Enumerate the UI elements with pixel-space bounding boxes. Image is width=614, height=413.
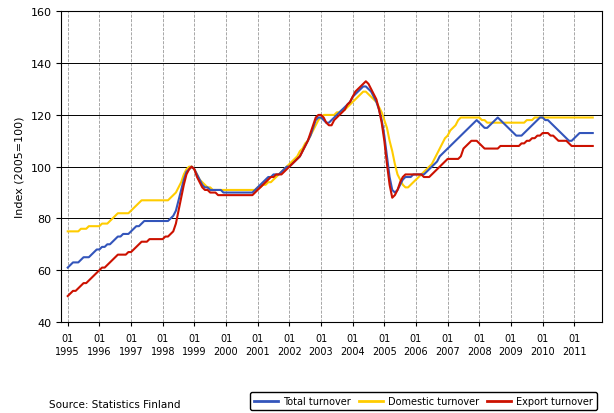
Total turnover (589, 131, 596, 136)
Export turnover (85, 278, 93, 283)
Export turnover (96, 268, 103, 273)
Text: 2003: 2003 (309, 346, 333, 356)
Text: 01: 01 (473, 333, 486, 343)
Text: 2010: 2010 (530, 346, 555, 356)
Total turnover (360, 85, 367, 90)
Domestic turnover (360, 90, 367, 95)
Domestic turnover (85, 224, 93, 229)
Text: 2006: 2006 (403, 346, 429, 356)
Export turnover (547, 134, 554, 139)
Text: 2005: 2005 (372, 346, 397, 356)
Total turnover (64, 266, 71, 271)
Text: 01: 01 (537, 333, 549, 343)
Text: 01: 01 (220, 333, 232, 343)
Text: 01: 01 (315, 333, 327, 343)
Text: 01: 01 (568, 333, 580, 343)
Text: 2004: 2004 (340, 346, 365, 356)
Text: 2008: 2008 (467, 346, 492, 356)
Text: 01: 01 (283, 333, 295, 343)
Total turnover (161, 219, 169, 224)
Text: 2009: 2009 (499, 346, 523, 356)
Total turnover (204, 185, 211, 190)
Total turnover (85, 255, 93, 260)
Export turnover (64, 294, 71, 299)
Export turnover (565, 142, 573, 147)
Export turnover (589, 144, 596, 149)
Domestic turnover (565, 116, 573, 121)
Text: 1997: 1997 (119, 346, 143, 356)
Export turnover (161, 235, 169, 240)
Text: 01: 01 (505, 333, 517, 343)
Text: 01: 01 (410, 333, 422, 343)
Text: 01: 01 (378, 333, 391, 343)
Total turnover (96, 247, 103, 252)
Text: 1999: 1999 (182, 346, 207, 356)
Text: 2001: 2001 (246, 346, 270, 356)
Export turnover (204, 188, 211, 193)
Total turnover (547, 121, 554, 126)
Text: 01: 01 (125, 333, 137, 343)
Text: 01: 01 (346, 333, 359, 343)
Y-axis label: Index (2005=100): Index (2005=100) (15, 116, 25, 218)
Domestic turnover (161, 198, 169, 203)
Total turnover (565, 139, 573, 144)
Text: 2002: 2002 (277, 346, 301, 356)
Text: 2000: 2000 (214, 346, 238, 356)
Domestic turnover (64, 229, 71, 234)
Text: 1996: 1996 (87, 346, 112, 356)
Line: Export turnover: Export turnover (68, 82, 593, 297)
Text: 2011: 2011 (562, 346, 586, 356)
Text: 2007: 2007 (435, 346, 460, 356)
Domestic turnover (96, 224, 103, 229)
Domestic turnover (547, 116, 554, 121)
Text: Source: Statistics Finland: Source: Statistics Finland (49, 399, 181, 409)
Text: 01: 01 (188, 333, 201, 343)
Line: Total turnover: Total turnover (68, 87, 593, 268)
Text: 01: 01 (252, 333, 264, 343)
Domestic turnover (204, 185, 211, 190)
Domestic turnover (589, 116, 596, 121)
Text: 01: 01 (441, 333, 454, 343)
Text: 01: 01 (93, 333, 106, 343)
Line: Domestic turnover: Domestic turnover (68, 93, 593, 232)
Text: 1998: 1998 (150, 346, 175, 356)
Legend: Total turnover, Domestic turnover, Export turnover: Total turnover, Domestic turnover, Expor… (251, 392, 597, 410)
Export turnover (362, 80, 370, 85)
Text: 01: 01 (157, 333, 169, 343)
Text: 1995: 1995 (55, 346, 80, 356)
Text: 01: 01 (61, 333, 74, 343)
